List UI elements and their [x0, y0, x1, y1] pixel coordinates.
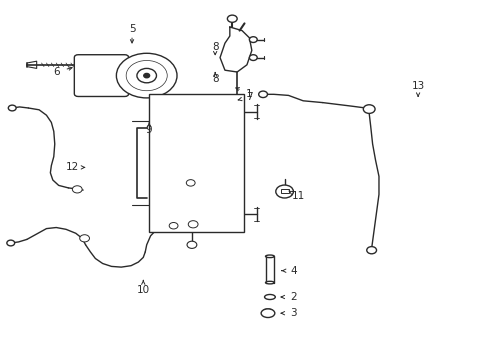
Text: 6: 6 [53, 67, 60, 77]
Circle shape [275, 185, 293, 198]
Text: 8: 8 [211, 42, 218, 52]
Circle shape [258, 91, 267, 98]
Circle shape [249, 55, 257, 60]
Ellipse shape [265, 255, 274, 258]
Bar [280, 189, 288, 193]
Circle shape [80, 235, 89, 242]
Circle shape [249, 37, 257, 42]
Text: 4: 4 [289, 266, 296, 276]
Text: 7: 7 [245, 92, 252, 102]
Text: 9: 9 [145, 125, 152, 135]
Ellipse shape [264, 294, 275, 300]
Circle shape [8, 105, 16, 111]
Circle shape [188, 221, 198, 228]
Circle shape [126, 60, 167, 91]
Circle shape [116, 53, 177, 98]
Text: 2: 2 [289, 292, 296, 302]
Circle shape [227, 15, 237, 22]
Circle shape [186, 241, 196, 248]
Text: 3: 3 [289, 308, 296, 318]
Circle shape [366, 247, 376, 254]
Circle shape [7, 240, 15, 246]
FancyBboxPatch shape [74, 55, 128, 96]
Text: 10: 10 [137, 285, 149, 295]
Text: 13: 13 [410, 81, 424, 91]
Circle shape [186, 180, 195, 186]
Text: 8: 8 [211, 74, 218, 84]
Text: 12: 12 [65, 162, 79, 172]
Text: 11: 11 [291, 191, 305, 201]
Ellipse shape [265, 281, 274, 284]
Text: 5: 5 [128, 24, 135, 34]
Bar [149, 94, 244, 232]
Circle shape [137, 68, 156, 83]
Circle shape [72, 186, 82, 193]
Text: 1: 1 [245, 89, 252, 99]
Circle shape [169, 222, 178, 229]
Circle shape [363, 105, 374, 113]
Circle shape [143, 73, 149, 78]
Ellipse shape [261, 309, 274, 318]
